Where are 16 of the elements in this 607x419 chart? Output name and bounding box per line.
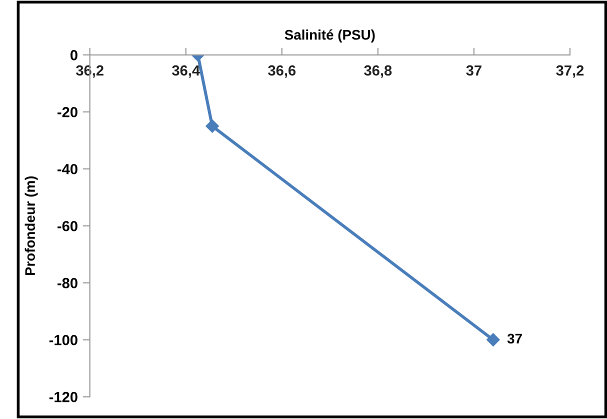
y-tick-label: -80: [58, 278, 78, 288]
x-tick-label: 36,4: [172, 65, 200, 78]
x-tick-label: 36,6: [268, 65, 296, 78]
y-tick-label: -40: [58, 164, 78, 174]
y-tick-label: -60: [58, 220, 78, 232]
y-tick-label: -20: [58, 106, 78, 118]
x-tick-label: 36,8: [364, 65, 392, 78]
x-tick-label: 37: [466, 65, 482, 76]
x-tick-label: 36,2: [76, 65, 104, 78]
y-tick-label: -100: [49, 334, 78, 346]
y-tick-label: -120: [49, 392, 78, 402]
annotation: 37: [507, 334, 522, 344]
y-tick-label: 0: [70, 50, 78, 60]
x-axis-title: Salinité (PSU): [284, 29, 375, 42]
x-tick-label: 37,2: [556, 65, 584, 78]
y-axis-title: Profondeur (m): [24, 176, 38, 276]
